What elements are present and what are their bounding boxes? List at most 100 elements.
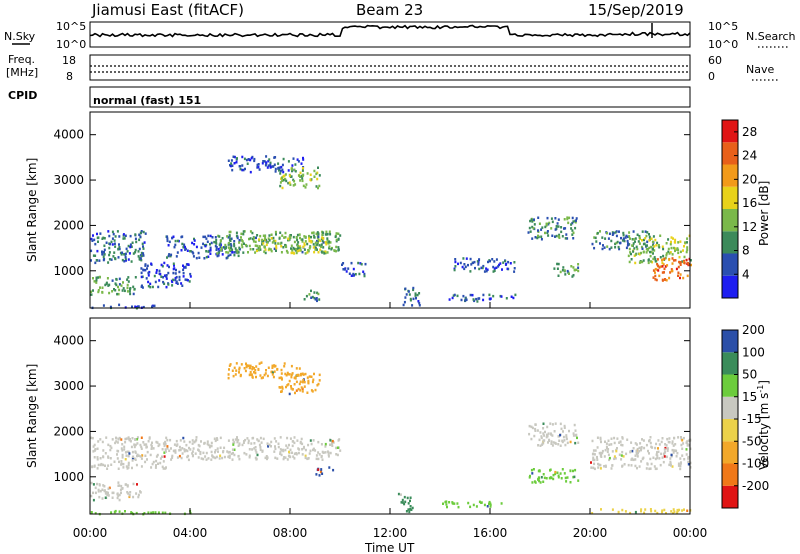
data-cell [301, 442, 304, 446]
data-cell [403, 300, 406, 304]
colorbar-swatch [722, 352, 738, 375]
data-cell [670, 240, 672, 244]
data-cell [557, 235, 560, 238]
data-cell [652, 247, 654, 250]
data-cell [492, 294, 495, 298]
data-cell [643, 446, 646, 450]
data-cell [166, 256, 168, 259]
data-cell [357, 261, 360, 265]
data-cell [235, 161, 238, 164]
data-cell [531, 472, 534, 475]
data-cell [255, 236, 257, 240]
data-cell [261, 240, 264, 243]
data-cell [324, 250, 327, 253]
y-tick-label: 1000 [53, 470, 84, 484]
nsky-series [89, 24, 691, 38]
data-cell [464, 265, 467, 269]
data-cell [282, 174, 285, 178]
data-cell [279, 172, 282, 175]
data-cell [231, 248, 234, 251]
data-cell [686, 440, 689, 443]
data-cell [476, 300, 479, 303]
data-cell [257, 163, 260, 166]
data-cell [590, 461, 592, 464]
data-cell [149, 285, 152, 289]
data-cell [164, 450, 167, 453]
data-cell [242, 230, 245, 233]
data-cell [249, 170, 252, 174]
data-cell [320, 443, 323, 446]
data-cell [350, 274, 353, 277]
data-cell [124, 257, 127, 261]
data-cell [105, 241, 108, 244]
data-cell [283, 365, 286, 368]
data-cell [302, 373, 305, 376]
data-cell [172, 267, 175, 271]
data-cell [683, 255, 686, 259]
data-cell [314, 298, 317, 301]
data-cell [254, 251, 257, 254]
data-cell [636, 466, 638, 470]
data-cell [656, 451, 658, 454]
data-cell [205, 250, 208, 253]
data-cell [313, 175, 316, 178]
data-cell [242, 232, 245, 236]
data-cell [533, 434, 536, 438]
data-cell [297, 451, 300, 455]
data-cell [109, 242, 112, 246]
data-cell [678, 508, 681, 512]
time-axis-ticks: 00:00 04:00 08:00 12:00 16:00 20:00 00:00 [73, 302, 707, 540]
data-cell [103, 485, 106, 488]
data-cell [245, 362, 247, 365]
data-cell [322, 231, 325, 234]
data-cell [107, 494, 110, 497]
data-cell [229, 239, 232, 243]
data-cell [618, 230, 620, 233]
data-cell [140, 275, 143, 279]
data-cell [686, 443, 689, 446]
data-cell [262, 160, 265, 163]
data-cell [301, 177, 304, 180]
data-cell [640, 446, 643, 449]
data-cell [172, 449, 175, 453]
data-cell [321, 239, 324, 243]
data-cell [632, 250, 635, 253]
data-cell [220, 246, 223, 250]
data-cell [610, 437, 613, 440]
data-cell [253, 237, 256, 240]
data-cell [137, 250, 140, 253]
data-cell [131, 450, 134, 454]
data-cell [472, 503, 475, 507]
data-cell [90, 293, 93, 296]
data-cell [299, 236, 301, 240]
data-cell [509, 262, 512, 265]
data-cell [662, 460, 665, 464]
data-cell [670, 464, 672, 467]
nave-tick-bottom: 0 [708, 70, 715, 83]
data-cell [407, 508, 410, 511]
data-cell [317, 232, 320, 236]
colorbar-tick-label: -15 [742, 412, 762, 426]
data-cell [102, 463, 105, 467]
data-cell [621, 465, 624, 468]
data-cell [235, 231, 238, 235]
data-cell [641, 438, 643, 441]
data-cell [665, 254, 668, 257]
data-cell [126, 286, 129, 290]
data-cell [304, 186, 307, 189]
data-cell [157, 462, 159, 465]
data-cell [661, 278, 664, 282]
data-cell [97, 463, 100, 467]
data-cell [151, 441, 153, 444]
data-cell [677, 265, 680, 269]
data-cell [96, 482, 98, 486]
data-cell [245, 453, 248, 456]
data-cell [300, 386, 303, 389]
data-cell [240, 236, 242, 239]
data-cell [325, 233, 328, 236]
data-cell [542, 427, 545, 430]
data-cell [495, 266, 498, 269]
data-cell [140, 230, 143, 233]
data-cell [488, 500, 491, 504]
data-cell [669, 243, 672, 246]
